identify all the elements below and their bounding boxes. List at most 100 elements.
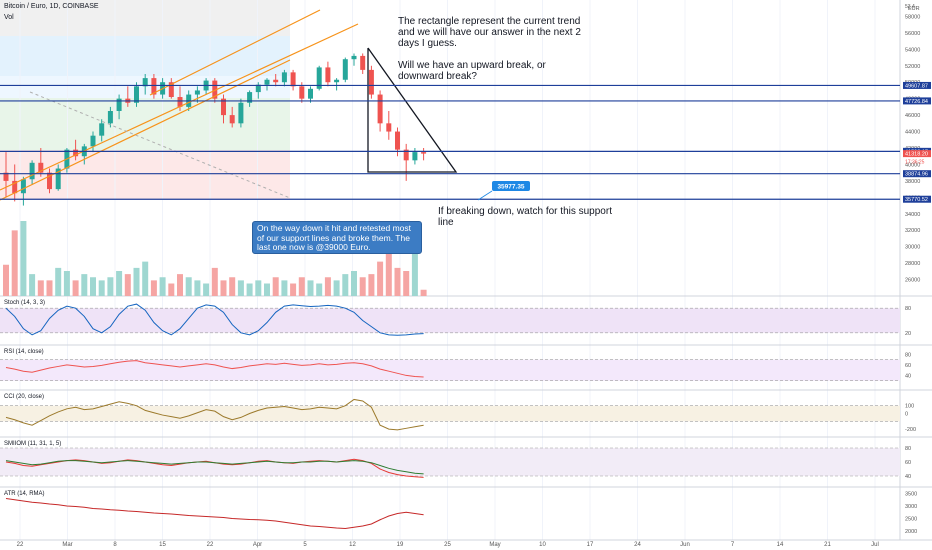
indicator-title: CCI (20, close): [4, 394, 44, 400]
candle-body: [386, 123, 392, 132]
indicator-tick-label: 2000: [905, 529, 917, 535]
indicator-tick-label: 0: [905, 412, 908, 418]
indicator-tick-label: 3500: [905, 492, 917, 498]
indicator-band: [0, 359, 900, 381]
x-tick-label: 12: [349, 542, 356, 548]
candle-body: [403, 149, 409, 161]
volume-bar: [290, 283, 297, 296]
candle-body: [264, 79, 270, 85]
chart-title: Bitcoin / Euro, 1D, COINBASE: [4, 3, 99, 10]
fib-zone-green: [0, 98, 290, 150]
indicator-tick-label: 40: [905, 373, 911, 379]
volume-bar: [394, 267, 401, 296]
candle-body: [308, 88, 313, 99]
candle-body: [290, 72, 296, 87]
volume-bar: [194, 280, 201, 296]
candle-body: [229, 115, 235, 124]
volume-bar: [159, 277, 166, 296]
indicator-title: SMIIOM (11, 31, 1, 5): [4, 441, 61, 447]
level-price-tag: [903, 97, 931, 105]
indicator-title: ATR (14, RMA): [4, 491, 45, 497]
x-tick-label: 17: [587, 542, 594, 548]
candle-body: [368, 69, 374, 95]
candle-body: [281, 72, 287, 83]
volume-bar: [403, 271, 410, 296]
x-tick-label: May: [489, 542, 500, 548]
volume-bar: [359, 277, 366, 296]
candle-body: [395, 131, 400, 150]
level-price-label: 35770.52: [905, 197, 928, 203]
candle-body: [107, 111, 113, 124]
candle-body: [90, 135, 96, 147]
trend-note: The rectangle represent the current tren…: [398, 16, 581, 82]
volume-bar: [55, 267, 62, 296]
indicator-series-line: [5, 303, 424, 336]
indicator-tick-label: 80: [905, 446, 911, 452]
triangle-shape: [367, 47, 458, 173]
candle-body: [342, 59, 348, 80]
volume-bar: [385, 242, 392, 296]
indicator-tick-label: 60: [905, 460, 911, 466]
x-tick-label: 7: [731, 542, 735, 548]
y-tick-label: 44000: [905, 130, 920, 136]
level-price-label: 38874.96: [905, 172, 928, 178]
indicator-band: [0, 308, 900, 333]
indicator-series-line: [5, 460, 424, 475]
indicator-series-line: [5, 498, 424, 530]
y-tick-label: 32000: [905, 228, 920, 234]
level-price-tag: [903, 81, 931, 89]
candle-body: [412, 152, 418, 161]
marker-leader: [477, 190, 493, 201]
y-tick-label: 38000: [905, 179, 920, 185]
volume-bar: [316, 283, 323, 296]
level-price-label: 41318.20: [905, 152, 928, 158]
indicator-title: Stoch (14, 3, 3): [4, 300, 45, 306]
candle-body: [273, 79, 279, 83]
candle-body: [351, 55, 357, 60]
dashed-diagonal: [29, 91, 291, 199]
volume-bar: [20, 221, 27, 296]
candle-body: [3, 172, 9, 181]
x-tick-label: 15: [159, 542, 166, 548]
volume-bar: [29, 274, 36, 296]
volume-bar: [255, 280, 262, 296]
volume-bar: [124, 274, 131, 296]
y-tick-label: 26000: [905, 278, 920, 284]
volume-bar: [272, 277, 279, 296]
fib-zone-blue: [0, 36, 290, 76]
candle-body: [20, 179, 26, 194]
volume-bar: [377, 261, 384, 296]
candle-body: [255, 84, 261, 93]
top-axis-value: 53.4: [905, 4, 915, 10]
y-tick-label: 54000: [905, 47, 920, 53]
x-tick-label: 22: [207, 542, 214, 548]
volume-bar: [168, 283, 175, 296]
volume-bar: [63, 271, 70, 296]
volume-bar: [264, 283, 270, 296]
candle-body: [47, 172, 52, 190]
countdown-label: 17:36:25: [905, 160, 925, 166]
y-tick-label: 52000: [905, 64, 920, 70]
support-note: If breaking down, watch for this support…: [438, 206, 612, 228]
candle-body: [194, 90, 200, 95]
candle-body: [238, 102, 244, 124]
x-tick-label: 14: [777, 542, 784, 548]
indicator-tick-label: 100: [905, 404, 914, 410]
indicator-tick-label: 3000: [905, 504, 917, 510]
x-tick-label: Jul: [871, 542, 879, 548]
indicator-band: [0, 448, 900, 476]
volume-bar: [81, 274, 88, 296]
x-tick-label: Mar: [62, 542, 72, 548]
volume-bar: [307, 280, 314, 296]
y-tick-label: 58000: [905, 14, 920, 20]
callout-note[interactable]: On the way down it hit and retested most…: [252, 221, 422, 254]
candle-body: [55, 168, 61, 190]
y-tick-label: 46000: [905, 113, 920, 119]
volume-bar: [3, 264, 9, 296]
fib-zone-gray: [0, 0, 290, 36]
candle-body: [116, 98, 122, 111]
volume-label: Vol: [4, 14, 14, 21]
volume-bar: [150, 280, 157, 296]
candle-body: [99, 123, 105, 136]
